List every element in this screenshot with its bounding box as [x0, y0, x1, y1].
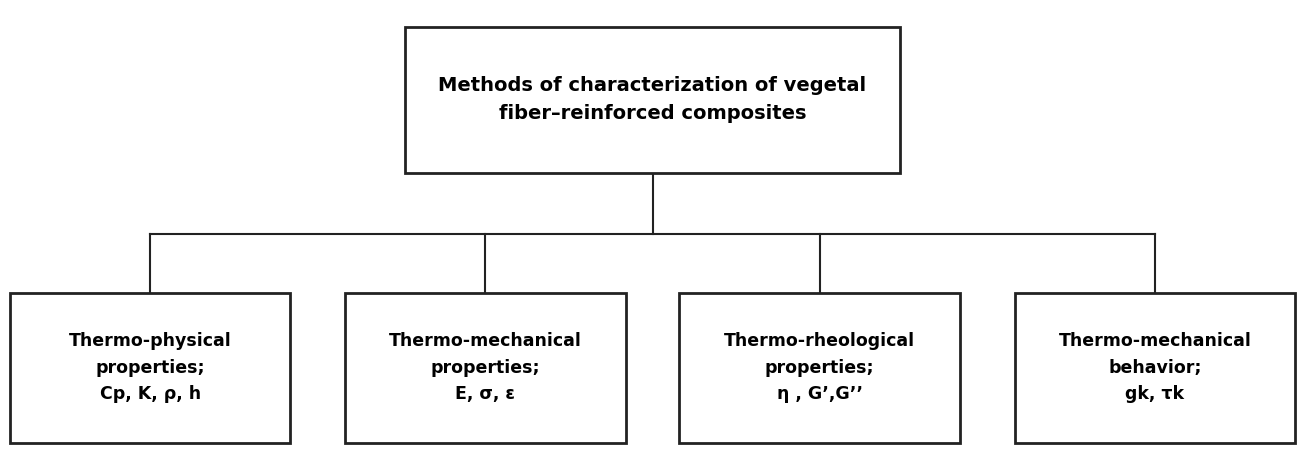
Text: Thermo-physical
properties;
Cp, K, ρ, h: Thermo-physical properties; Cp, K, ρ, h	[69, 332, 231, 403]
FancyBboxPatch shape	[405, 27, 900, 173]
Text: Thermo-mechanical
behavior;
gk, τk: Thermo-mechanical behavior; gk, τk	[1058, 332, 1251, 403]
Text: Thermo-rheological
properties;
η , G’,G’’: Thermo-rheological properties; η , G’,G’…	[724, 332, 915, 403]
FancyBboxPatch shape	[1015, 293, 1295, 443]
FancyBboxPatch shape	[679, 293, 959, 443]
Text: Thermo-mechanical
properties;
E, σ, ε: Thermo-mechanical properties; E, σ, ε	[389, 332, 582, 403]
FancyBboxPatch shape	[10, 293, 290, 443]
Text: Methods of characterization of vegetal
fiber–reinforced composites: Methods of characterization of vegetal f…	[438, 76, 867, 123]
FancyBboxPatch shape	[345, 293, 626, 443]
